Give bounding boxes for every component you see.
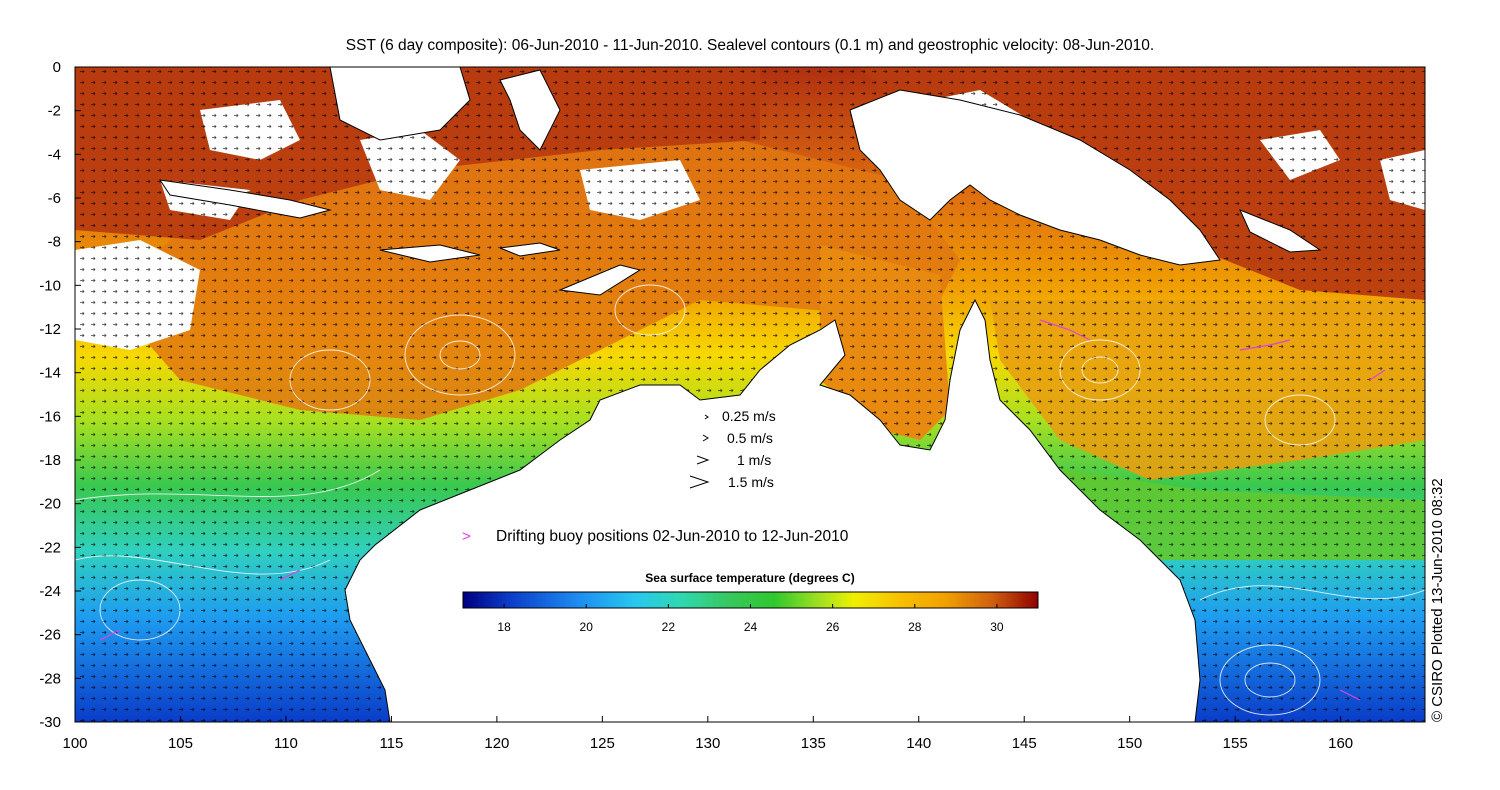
velocity-arrow-025 <box>704 414 709 420</box>
buoy-legend-label: Drifting buoy positions 02-Jun-2010 to 1… <box>496 528 849 545</box>
x-tick-label: 160 <box>1328 735 1353 752</box>
y-tick-label: -8 <box>48 234 61 251</box>
australia-landmass <box>344 298 1201 722</box>
velocity-label-15: 1.5 m/s <box>728 474 774 490</box>
velocity-label-1: 1 m/s <box>737 452 771 468</box>
y-tick-label: -22 <box>39 539 61 556</box>
y-tick-label: -14 <box>39 365 61 382</box>
y-tick-label: -10 <box>39 277 61 294</box>
nusa-tenggara-islands <box>379 242 561 263</box>
x-tick-label: 135 <box>801 735 826 752</box>
java-island <box>158 179 332 219</box>
velocity-arrow-1 <box>696 455 710 465</box>
x-axis: 100 105 110 115 120 125 130 135 140 145 150 155 160 <box>62 716 1353 752</box>
x-tick-label: 155 <box>1223 735 1248 752</box>
y-tick-label: -2 <box>48 103 61 120</box>
y-tick-label: -30 <box>39 714 61 731</box>
credit-text: © CSIRO Plotted 13-Jun-2010 08:32 <box>1429 478 1446 722</box>
x-tick-label: 120 <box>484 735 509 752</box>
y-tick-label: -6 <box>48 190 61 207</box>
buoy-legend-symbol: > <box>462 528 471 545</box>
colorbar-tick-label: 24 <box>744 620 758 634</box>
colorbar-tick-label: 30 <box>990 620 1004 634</box>
x-tick-label: 145 <box>1012 735 1037 752</box>
velocity-label-05: 0.5 m/s <box>727 430 773 446</box>
y-tick-label: -24 <box>39 583 61 600</box>
x-tick-label: 125 <box>590 735 615 752</box>
y-tick-label: 0 <box>53 59 61 76</box>
y-tick-label: -26 <box>39 627 61 644</box>
colorbar: Sea surface temperature (degrees C) 18 20… <box>462 571 1039 634</box>
new-guinea-landmass <box>849 89 1221 266</box>
buoy-legend: > Drifting buoy positions 02-Jun-2010 to… <box>462 528 849 545</box>
plot-area <box>75 67 1425 722</box>
sealevel-contours <box>75 284 1425 716</box>
colorbar-tick-label: 20 <box>580 620 594 634</box>
y-tick-label: -16 <box>39 408 61 425</box>
plot-frame <box>74 66 1426 723</box>
y-tick-label: -12 <box>39 321 61 338</box>
y-axis: 0 -2 -4 -6 -8 -10 -12 -14 -16 -18 -20 -22 -24 -26 -28 -… <box>39 59 81 731</box>
y-tick-label: -20 <box>39 496 61 513</box>
borneo-island <box>329 67 471 141</box>
x-tick-label: 150 <box>1117 735 1142 752</box>
velocity-arrow-15 <box>689 475 710 489</box>
x-tick-label: 100 <box>62 735 87 752</box>
colorbar-ticks: 18 20 22 24 26 28 30 <box>497 604 1004 634</box>
x-tick-label: 130 <box>695 735 720 752</box>
x-tick-label: 140 <box>906 735 931 752</box>
colorbar-tick-label: 28 <box>908 620 922 634</box>
colorbar-tick-label: 18 <box>497 620 511 634</box>
velocity-arrow-05 <box>702 434 709 442</box>
y-tick-label: -18 <box>39 452 61 469</box>
x-tick-label: 115 <box>379 735 403 752</box>
colorbar-tick-label: 22 <box>662 620 676 634</box>
colorbar-title: Sea surface temperature (degrees C) <box>645 571 854 585</box>
buoy-tracks <box>99 319 1386 701</box>
velocity-label-025: 0.25 m/s <box>722 408 776 424</box>
x-tick-label: 105 <box>168 735 193 752</box>
solomon-islands <box>1239 209 1322 253</box>
colorbar-tick-label: 26 <box>826 620 840 634</box>
velocity-legend: 0.25 m/s 0.5 m/s 1 m/s 1.5 m/s <box>689 408 776 490</box>
figure-title: SST (6 day composite): 06-Jun-2010 - 11-… <box>346 37 1154 54</box>
y-tick-label: -4 <box>48 146 61 163</box>
sulawesi-island <box>499 69 561 151</box>
y-tick-label: -28 <box>39 670 61 687</box>
x-tick-label: 110 <box>274 735 298 752</box>
timor-island <box>558 264 642 296</box>
